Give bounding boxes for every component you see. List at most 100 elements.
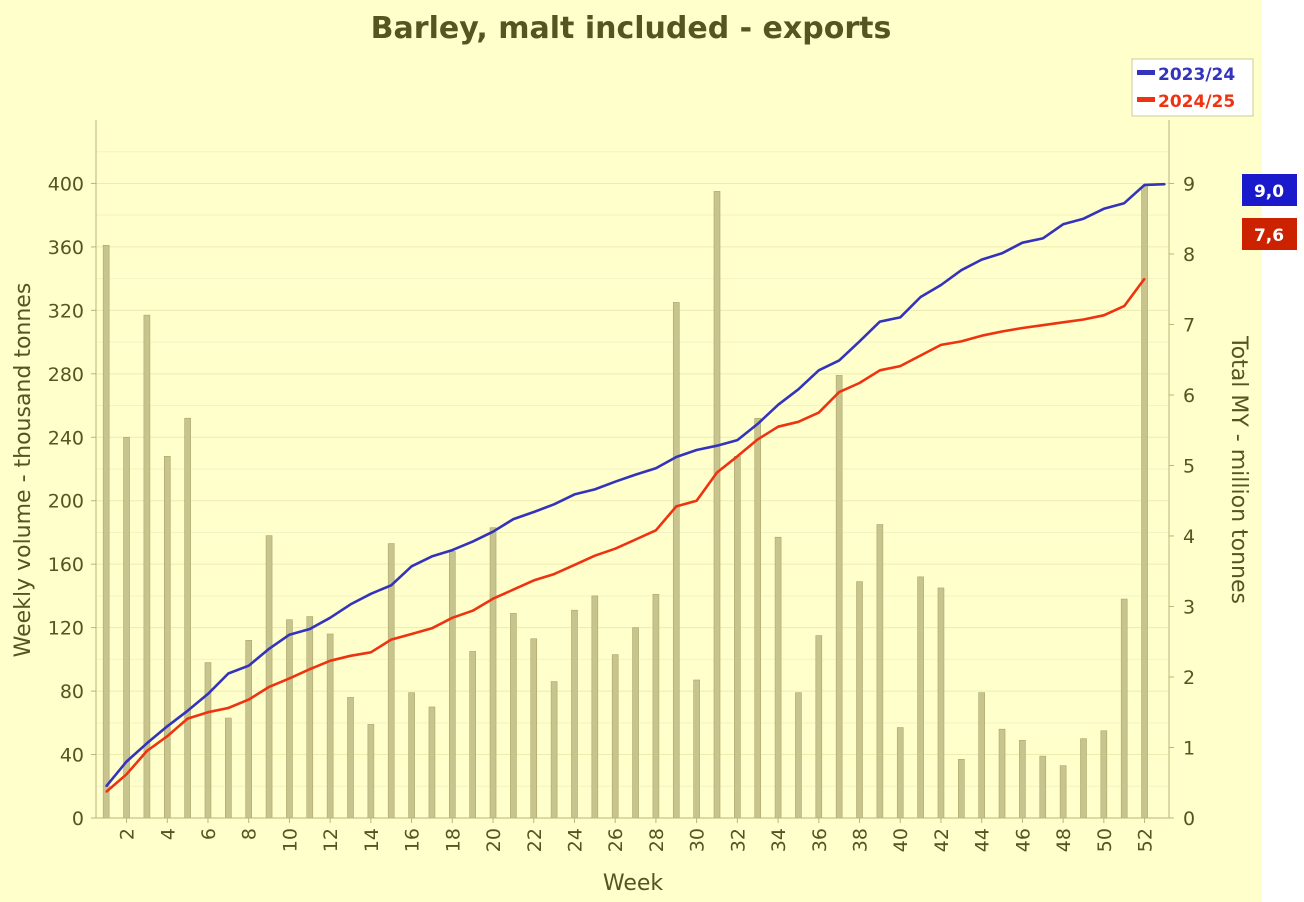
- point-2023-24-week-47: [1041, 237, 1044, 240]
- point-2024-25-week-4: [166, 735, 169, 738]
- y-tick-label-left: 200: [48, 491, 84, 513]
- y-tick-label-left: 80: [60, 681, 84, 703]
- legend-swatch-2023-24: [1137, 70, 1155, 75]
- bar-week-42: [937, 587, 945, 819]
- point-2024-25-week-50: [1103, 314, 1105, 317]
- point-2023-24-week-7: [227, 672, 230, 675]
- point-2023-24-week-36: [817, 369, 820, 372]
- bar-week-40: [896, 727, 904, 819]
- point-2023-24-week-23: [553, 503, 555, 506]
- bar-week-22: [530, 638, 538, 819]
- x-tick-label: 40: [890, 828, 912, 852]
- bar-week-38: [856, 581, 863, 819]
- point-2023-24-week-18: [451, 549, 454, 551]
- end-value-badges: 9,0 7,6: [1242, 174, 1297, 250]
- y-tick-label-left: 320: [48, 300, 84, 322]
- bar-week-49: [1080, 738, 1087, 819]
- point-2024-25-week-1: [105, 791, 107, 793]
- bar-week-6: [204, 662, 212, 819]
- point-2023-24-week-37: [838, 359, 840, 362]
- bar-week-7: [225, 717, 232, 819]
- y-tick-label-left: 120: [48, 618, 84, 640]
- bar-week-18: [449, 551, 456, 819]
- point-2024-25-week-19: [471, 609, 474, 612]
- bar-week-35: [795, 692, 802, 819]
- point-2023-24-week-52: [1143, 184, 1146, 186]
- point-2024-25-week-20: [492, 597, 494, 600]
- point-2023-24-week-1: [105, 785, 107, 788]
- point-2024-25-week-25: [594, 554, 596, 557]
- y-tick-label-left: 240: [48, 427, 84, 449]
- point-2023-24-week-46: [1021, 241, 1024, 244]
- y-tick-label-right: 5: [1183, 455, 1195, 477]
- point-2023-24-week-43: [960, 269, 963, 271]
- bar-week-43: [958, 759, 965, 819]
- point-2023-24-week-38: [858, 340, 861, 343]
- point-2024-25-week-47: [1041, 324, 1044, 326]
- y-axis-label-left: Weekly volume - thousand tonnes: [11, 283, 36, 658]
- point-2024-25-week-10: [288, 677, 291, 680]
- x-tick-label: 34: [768, 828, 790, 852]
- y-tick-label-left: 280: [48, 364, 84, 386]
- point-2023-24-week-24: [573, 493, 576, 496]
- line-series-2024-25: [105, 277, 1146, 793]
- bar-week-20: [489, 527, 497, 819]
- bar-week-39: [876, 524, 884, 819]
- point-2024-25-week-2: [125, 773, 128, 776]
- bar-week-31: [713, 191, 721, 819]
- y-tick-label-right: 6: [1183, 385, 1195, 407]
- point-2023-24-week-11: [308, 628, 311, 630]
- x-tick-label: 2: [117, 828, 139, 840]
- point-2023-24-week-14: [370, 592, 372, 595]
- point-2024-25-week-18: [451, 616, 454, 619]
- point-2023-24-week-26: [614, 480, 616, 483]
- bar-week-32: [734, 456, 741, 819]
- point-2024-25-week-24: [573, 564, 576, 566]
- y-tick-label-left: 160: [48, 554, 84, 576]
- bar-week-9: [265, 535, 273, 819]
- y-tick-label-right: 7: [1183, 314, 1195, 336]
- end-badge-2023-24: [1242, 174, 1297, 206]
- bar-week-29: [672, 302, 680, 819]
- grid: [96, 151, 1169, 787]
- point-2023-24-week-20: [492, 530, 494, 533]
- point-2023-24-week-4: [166, 725, 169, 728]
- bar-week-50: [1100, 730, 1108, 819]
- point-2024-25-week-22: [532, 579, 535, 582]
- point-2024-25-week-35: [797, 420, 800, 423]
- x-tick-label: 22: [524, 828, 546, 852]
- point-2024-25-week-8: [247, 698, 250, 701]
- x-tick-label: 30: [687, 828, 709, 852]
- bar-week-17: [428, 706, 436, 819]
- bar-week-36: [815, 635, 823, 819]
- x-tick-label: 52: [1135, 828, 1157, 852]
- point-2024-25-week-17: [431, 627, 433, 630]
- bar-week-26: [611, 654, 619, 819]
- point-2023-24-week-32: [736, 439, 739, 441]
- point-2023-24-week-50: [1103, 208, 1105, 210]
- point-2023-24-week-17: [431, 555, 433, 558]
- x-tick-label: 26: [605, 828, 627, 852]
- chart-title: Barley, malt included - exports: [371, 11, 892, 46]
- bar-week-1: [102, 245, 110, 819]
- point-2024-25-week-21: [512, 588, 515, 591]
- legend-swatch-2024-25: [1137, 97, 1155, 102]
- point-2023-24-week-6: [207, 693, 209, 695]
- point-2024-25-week-30: [695, 499, 698, 502]
- point-2024-25-week-27: [634, 538, 637, 541]
- point-2023-24-week-21: [512, 518, 515, 520]
- y-axis-label-right: Total MY - million tonnes: [1226, 335, 1251, 604]
- bar-week-47: [1039, 755, 1047, 819]
- point-2023-24-week-39: [879, 320, 881, 323]
- point-2024-25-week-15: [390, 638, 393, 641]
- point-2023-24-week-3: [146, 742, 148, 745]
- point-2024-25-week-37: [838, 391, 840, 393]
- bar-week-16: [408, 692, 415, 819]
- point-2024-25-week-41: [919, 354, 922, 357]
- point-2023-24-week-44: [980, 258, 983, 261]
- bar-week-13: [347, 697, 354, 819]
- line-series: [105, 182, 1166, 793]
- point-2023-24-week-48: [1062, 223, 1064, 226]
- bar-week-30: [693, 679, 700, 819]
